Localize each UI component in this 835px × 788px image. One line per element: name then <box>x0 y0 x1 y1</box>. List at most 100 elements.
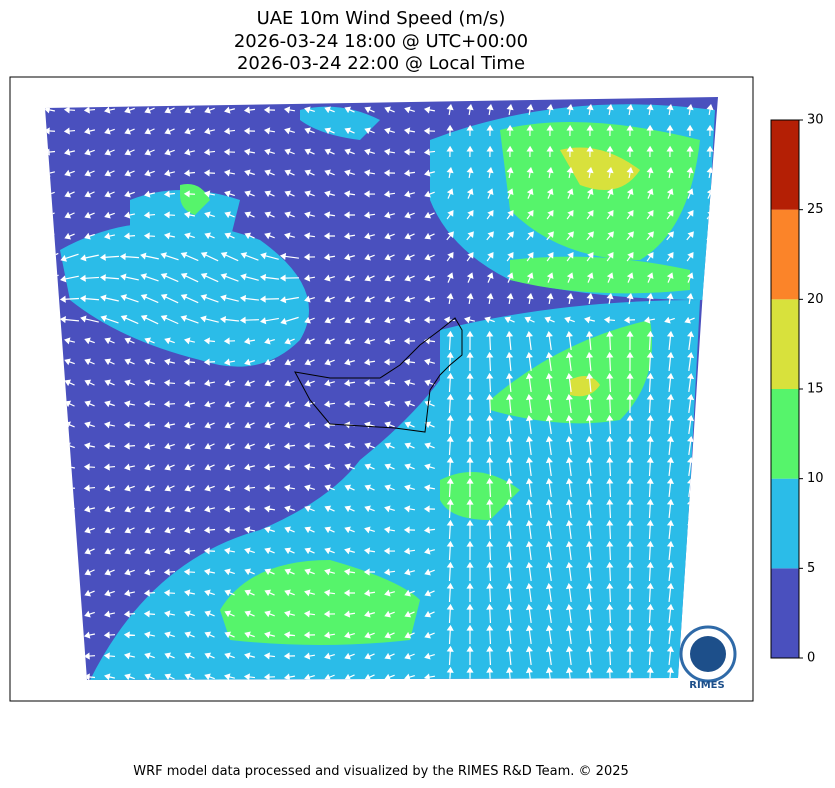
wind-arrow <box>304 169 315 177</box>
wind-arrow <box>686 103 694 116</box>
wind-arrow <box>264 232 275 240</box>
wind-arrow <box>687 393 695 414</box>
colorbar-segment <box>771 299 799 389</box>
wind-arrow <box>626 372 634 393</box>
wind-arrow <box>384 232 395 240</box>
wind-arrow <box>244 232 255 240</box>
wind-arrow <box>525 435 533 456</box>
wind-arrow <box>160 314 179 325</box>
wind-arrow <box>545 624 553 644</box>
wind-arrow <box>123 631 136 639</box>
field-contour <box>130 190 240 240</box>
wind-arrow <box>59 295 80 303</box>
wind-arrow <box>244 421 255 429</box>
wind-arrow <box>284 169 295 177</box>
wind-arrow <box>124 379 135 387</box>
wind-arrow <box>666 435 675 456</box>
wind-arrow <box>403 148 416 156</box>
wind-arrow <box>323 232 336 240</box>
wind-arrow <box>646 456 654 477</box>
wind-arrow <box>565 645 573 666</box>
wind-arrow <box>546 251 554 262</box>
wind-arrow <box>384 505 395 513</box>
wind-arrow <box>144 127 155 135</box>
wind-arrow <box>200 251 219 262</box>
wind-arrow <box>264 526 275 534</box>
wind-arrow <box>403 127 416 135</box>
wind-arrow <box>546 145 554 158</box>
wind-arrow <box>466 666 474 680</box>
wind-arrow <box>466 188 474 199</box>
wind-arrow <box>304 148 315 156</box>
wind-arrow <box>646 372 654 393</box>
colorbar-segment <box>771 120 799 210</box>
wind-arrow <box>606 372 614 393</box>
wind-arrow <box>243 526 256 534</box>
wind-arrow <box>244 190 255 198</box>
wind-arrow <box>223 505 236 513</box>
wind-arrow <box>343 379 356 387</box>
wind-arrow <box>486 351 494 372</box>
wind-arrow <box>219 315 240 324</box>
wind-arrow <box>104 589 115 597</box>
wind-arrow <box>384 211 395 219</box>
wind-arrow <box>163 589 176 597</box>
wind-arrow <box>446 540 454 561</box>
wind-arrow <box>283 463 296 471</box>
wind-arrow <box>687 435 695 456</box>
wind-arrow <box>364 652 375 660</box>
wind-arrow <box>466 210 474 220</box>
wind-arrow <box>64 232 75 240</box>
wind-arrow <box>404 274 415 282</box>
wind-arrow <box>344 631 355 639</box>
wind-arrow <box>666 477 675 498</box>
wind-arrow <box>626 330 634 351</box>
wind-arrow <box>204 631 215 639</box>
wind-arrow <box>486 103 494 116</box>
wind-arrow <box>526 145 534 158</box>
wind-arrow <box>324 190 335 198</box>
wind-arrow <box>244 463 255 471</box>
wind-arrow <box>324 547 335 555</box>
wind-arrow <box>184 232 195 240</box>
wind-arrow <box>304 526 315 534</box>
wind-arrow <box>303 463 316 471</box>
wind-arrow <box>506 561 514 582</box>
wind-arrow <box>240 252 259 261</box>
wind-arrow <box>606 292 614 305</box>
colorbar-tick-label: 30 <box>807 113 824 128</box>
wind-arrow <box>64 337 76 345</box>
wind-arrow <box>344 337 355 345</box>
wind-arrow <box>603 316 616 324</box>
wind-arrow <box>646 188 654 199</box>
wind-arrow <box>506 210 514 220</box>
wind-arrow <box>506 435 514 456</box>
wind-arrow <box>506 414 514 435</box>
wind-arrow <box>466 519 474 540</box>
wind-arrow <box>143 421 156 429</box>
wind-arrow <box>144 337 155 345</box>
wind-arrow <box>606 603 614 624</box>
wind-arrow <box>104 547 115 555</box>
wind-arrow <box>626 145 634 158</box>
wind-arrow <box>103 631 116 639</box>
wind-arrow <box>363 379 376 387</box>
wind-arrow <box>403 316 416 324</box>
title-line: UAE 10m Wind Speed (m/s) <box>257 8 506 29</box>
wind-arrow <box>63 127 76 135</box>
wind-arrow <box>626 188 634 199</box>
wind-arrow <box>84 379 95 387</box>
wind-arrow <box>144 463 155 471</box>
wind-arrow <box>124 169 135 177</box>
wind-arrow <box>84 505 96 513</box>
wind-arrow <box>200 272 219 283</box>
wind-arrow <box>506 124 514 137</box>
wind-arrow <box>446 414 454 435</box>
wind-arrow <box>545 414 553 434</box>
wind-arrow <box>526 166 534 179</box>
wind-arrow <box>259 295 280 303</box>
wind-arrow <box>324 106 335 114</box>
wind-arrow <box>526 210 534 220</box>
wind-arrow <box>484 316 495 324</box>
